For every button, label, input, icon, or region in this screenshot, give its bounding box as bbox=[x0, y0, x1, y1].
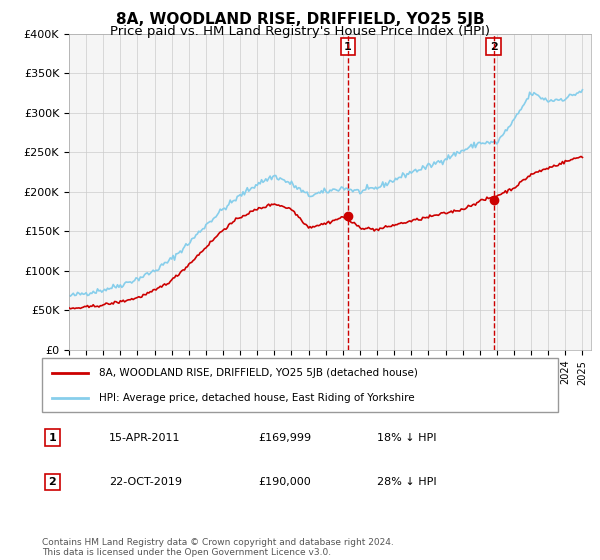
FancyBboxPatch shape bbox=[42, 358, 558, 412]
Text: 8A, WOODLAND RISE, DRIFFIELD, YO25 5JB (detached house): 8A, WOODLAND RISE, DRIFFIELD, YO25 5JB (… bbox=[99, 368, 418, 379]
Text: 1: 1 bbox=[344, 41, 352, 52]
Text: 18% ↓ HPI: 18% ↓ HPI bbox=[377, 432, 437, 442]
Text: £190,000: £190,000 bbox=[259, 477, 311, 487]
Text: 22-OCT-2019: 22-OCT-2019 bbox=[109, 477, 182, 487]
Text: £169,999: £169,999 bbox=[259, 432, 312, 442]
Text: 15-APR-2011: 15-APR-2011 bbox=[109, 432, 181, 442]
Text: Contains HM Land Registry data © Crown copyright and database right 2024.
This d: Contains HM Land Registry data © Crown c… bbox=[42, 538, 394, 557]
Text: 1: 1 bbox=[49, 432, 56, 442]
Text: 2: 2 bbox=[49, 477, 56, 487]
Text: Price paid vs. HM Land Registry's House Price Index (HPI): Price paid vs. HM Land Registry's House … bbox=[110, 25, 490, 38]
Text: 8A, WOODLAND RISE, DRIFFIELD, YO25 5JB: 8A, WOODLAND RISE, DRIFFIELD, YO25 5JB bbox=[116, 12, 484, 27]
Text: HPI: Average price, detached house, East Riding of Yorkshire: HPI: Average price, detached house, East… bbox=[99, 393, 415, 403]
Text: 2: 2 bbox=[490, 41, 497, 52]
Text: 28% ↓ HPI: 28% ↓ HPI bbox=[377, 477, 437, 487]
